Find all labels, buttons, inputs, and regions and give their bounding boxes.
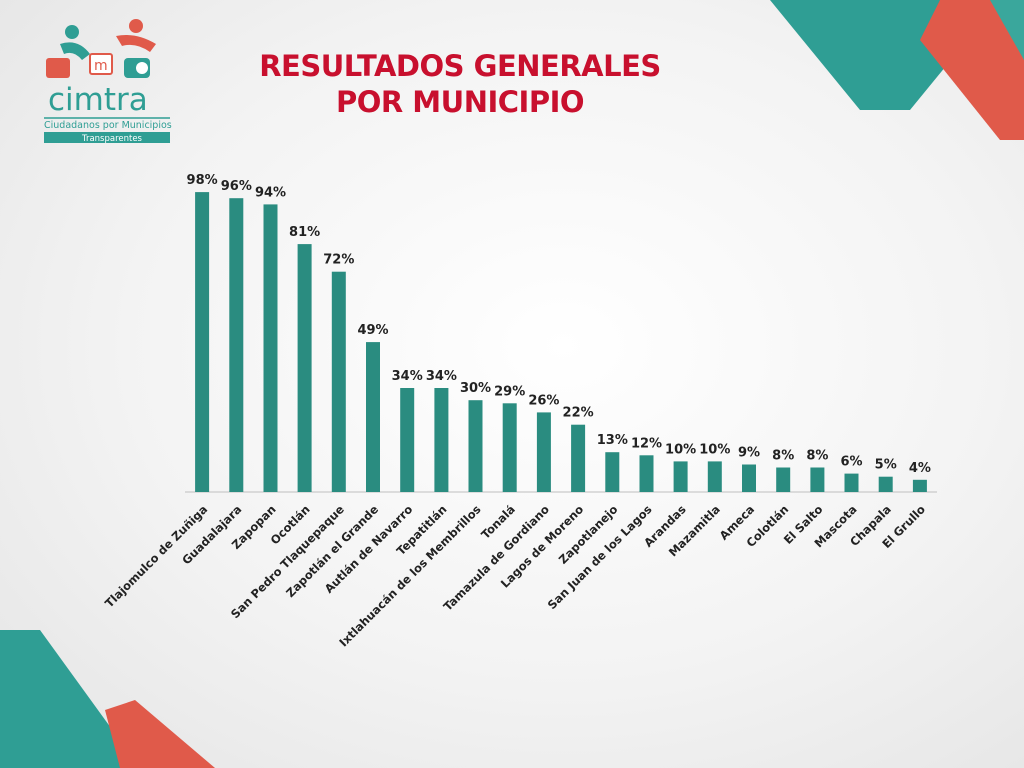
bar [195, 192, 210, 492]
teal-corner-shape-bottom [0, 630, 140, 768]
data-label: 26% [528, 393, 559, 408]
bar [366, 342, 380, 492]
data-label: 72% [323, 253, 354, 268]
data-label: 13% [597, 433, 628, 448]
data-label: 12% [631, 436, 662, 451]
logo-name: cimtra [48, 82, 148, 118]
data-label: 22% [563, 406, 594, 421]
bar [912, 479, 927, 492]
bar [571, 424, 586, 492]
logo-card-mid [89, 53, 113, 75]
slide-title-line-1: RESULTADOS GENERALES [259, 49, 661, 83]
red-corner-shape-top [920, 0, 1024, 140]
logo-figure-body-red [116, 35, 156, 52]
logo-letter-m: m [94, 58, 108, 74]
logo-tagline-1: Ciudadanos por Municipios [44, 120, 172, 131]
bar [776, 467, 791, 492]
bar [605, 452, 620, 492]
logo-card-left [46, 58, 70, 78]
data-label: 98% [187, 173, 218, 188]
bar [844, 473, 859, 492]
data-label: 10% [665, 442, 696, 457]
logo-tagline-2: Transparentes [81, 134, 143, 144]
bar [810, 467, 825, 492]
data-label: 34% [392, 369, 423, 384]
bar [297, 244, 312, 492]
logo-figure-head-red [129, 19, 143, 33]
data-label: 10% [699, 442, 730, 457]
bar [400, 388, 415, 492]
logo-tagline-bar [44, 132, 170, 143]
bar [229, 198, 244, 492]
bar [707, 461, 722, 492]
logo-figure-head-teal [65, 25, 79, 39]
logo-figure-body-teal [60, 42, 90, 60]
red-corner-shape-bottom [105, 700, 215, 768]
slide-title-line-2: POR MUNICIPIO [335, 85, 585, 119]
category-label: Guadalajara [179, 502, 244, 567]
bar [468, 400, 483, 492]
data-label: 96% [221, 179, 252, 194]
bar [639, 455, 654, 492]
data-label: 6% [840, 455, 862, 470]
bar [263, 204, 278, 492]
bar [536, 412, 551, 492]
bar [434, 388, 449, 492]
slide-title: RESULTADOS GENERALES POR MUNICIPIO [200, 48, 720, 120]
data-label: 34% [426, 369, 457, 384]
bar [331, 271, 346, 492]
logo-dot [136, 62, 148, 74]
data-label: 8% [806, 449, 828, 464]
data-label: 81% [289, 225, 320, 240]
bar [742, 464, 756, 492]
bar [673, 461, 688, 492]
bar [502, 403, 517, 492]
teal-corner-shape-top-small [990, 0, 1024, 60]
bar [878, 476, 893, 492]
data-label: 4% [909, 461, 931, 476]
data-label: 9% [738, 446, 760, 461]
data-label: 94% [255, 185, 286, 200]
data-label: 49% [357, 323, 388, 338]
data-label: 29% [494, 384, 525, 399]
data-label: 30% [460, 381, 491, 396]
cimtra-logo: m cimtra Ciudadanos por Municipios Trans… [44, 19, 172, 144]
data-label: 8% [772, 449, 794, 464]
data-label: 5% [875, 458, 897, 473]
